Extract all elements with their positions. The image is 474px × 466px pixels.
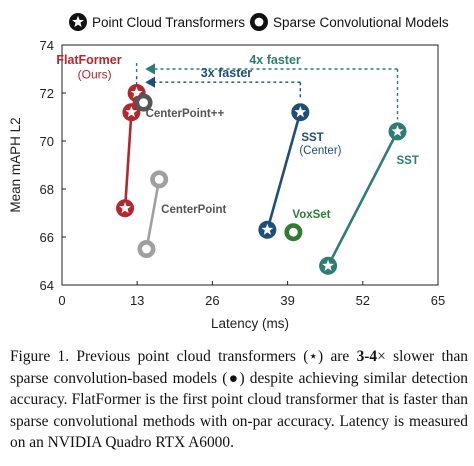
caption-part-1: Figure 1. Previous point cloud transform… <box>10 348 309 365</box>
series-line-3 <box>266 111 302 231</box>
x-tick-label: 39 <box>280 293 294 308</box>
point-flatformer-2-star <box>130 86 143 99</box>
caption-dot-symbol: ● <box>227 369 240 387</box>
point-sst-1-star <box>294 106 307 118</box>
y-tick-label: 74 <box>40 38 54 53</box>
figure-caption: Figure 1. Previous point cloud transform… <box>10 346 468 454</box>
x-tick-label: 65 <box>431 293 445 308</box>
x-tick-label: 0 <box>58 293 65 308</box>
series-line-2 <box>145 179 161 250</box>
point-sst-1-star <box>391 125 404 137</box>
label-flatformer: FlatFormer <box>56 53 121 67</box>
caption-part-3: × slower than sparse convolution-based m… <box>10 348 469 387</box>
point-centerpoint-0-ring <box>142 244 151 254</box>
annotation-label: 4x faster <box>249 53 301 67</box>
legend-transformer-star <box>72 15 84 28</box>
point-sst-0-star <box>261 223 274 235</box>
point-voxset-0-ring <box>288 227 298 237</box>
plot-frame <box>61 44 439 286</box>
label-sst-center-sub: (Center) <box>299 145 341 157</box>
y-tick-label: 70 <box>40 134 54 149</box>
caption-star-symbol: ⋆ <box>308 348 318 365</box>
point-centerpoint-1-ring <box>154 175 164 184</box>
caption-part-2: ) are <box>318 348 357 365</box>
scatter-chart: 0 13 26 39 52 65 64 66 68 70 72 74 Latency (ms) Mean … <box>8 13 449 331</box>
y-tick-label: 68 <box>40 182 54 197</box>
x-tick-label: 26 <box>205 293 219 308</box>
point-flatformer-1-star <box>125 106 138 118</box>
annotation-label: 3x faster <box>201 66 253 80</box>
series-line-5 <box>326 130 399 267</box>
label-sst: SST <box>397 155 419 167</box>
x-tick-label: 13 <box>130 293 144 308</box>
label-flatformer-sub: (Ours) <box>78 68 112 82</box>
caption-bold-speedup: 3-4 <box>356 348 378 365</box>
caption-part-4: ) despite achieving similar detection ac… <box>10 369 468 452</box>
legend-label-transformers: Point Cloud Transformers <box>92 15 245 30</box>
y-tick-label: 64 <box>40 278 54 293</box>
chart-area: 0 13 26 39 52 65 64 66 68 70 72 74 Latency (ms) Mean … <box>8 13 449 331</box>
point-centerpoint--0-ring <box>139 98 148 107</box>
point-sst-0-star <box>322 259 334 271</box>
point-flatformer-0-star <box>119 202 131 214</box>
legend-sparse-conv-ring <box>254 17 264 27</box>
y-tick-label: 72 <box>40 86 54 101</box>
legend-label-sparse-conv: Sparse Convolutional Models <box>273 15 449 30</box>
y-axis-title: Mean mAPH L2 <box>8 117 23 212</box>
label-centerpoint: CenterPoint <box>161 204 226 216</box>
x-axis-title: Latency (ms) <box>211 316 289 331</box>
x-tick-label: 52 <box>356 293 370 308</box>
label-sst-center: SST <box>301 132 323 144</box>
y-tick-label: 66 <box>40 230 54 245</box>
label-centerpoint-pp: CenterPoint++ <box>146 108 225 120</box>
label-voxset: VoxSet <box>292 209 330 221</box>
